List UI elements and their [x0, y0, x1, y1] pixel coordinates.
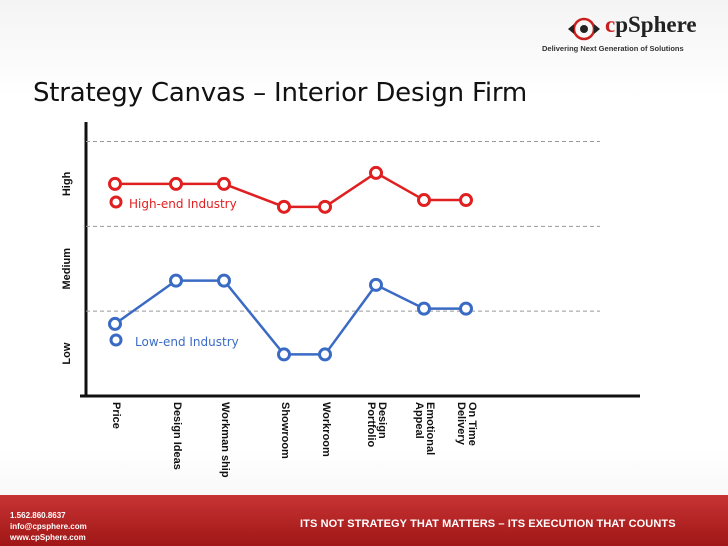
data-point [277, 199, 291, 214]
x-tick-line: Appeal [413, 402, 425, 439]
footer-band [0, 495, 728, 546]
data-point [459, 301, 473, 316]
contact-info: 1.562.860.8637 info@cpsphere.com www.cpS… [10, 510, 87, 543]
y-level-label: Medium [61, 248, 73, 290]
data-point [369, 165, 383, 180]
footer-slogan: ITS NOT STRATEGY THAT MATTERS – ITS EXEC… [300, 518, 676, 530]
data-point [318, 347, 332, 362]
data-point [459, 193, 473, 208]
x-tick-label: On TimeDelivery [455, 402, 478, 446]
x-tick-label: Price [110, 402, 122, 429]
x-tick-label: Workman ship [219, 402, 231, 478]
x-tick-label: DesignPortfolio [365, 402, 388, 447]
logo-tagline: Delivering Next Generation of Solutions [542, 44, 684, 53]
data-point [108, 176, 122, 191]
slide-title: Strategy Canvas – Interior Design Firm [33, 78, 528, 108]
x-tick-text: Showroom [279, 402, 291, 459]
x-tick-line: Workroom [320, 402, 332, 457]
legend-label: High-end Industry [129, 197, 237, 211]
data-point [369, 277, 383, 292]
x-tick-line: On Time [466, 402, 478, 446]
contact-website[interactable]: www.cpSphere.com [10, 533, 86, 542]
contact-email[interactable]: info@cpsphere.com [10, 522, 87, 531]
x-tick-line: Emotional [424, 402, 436, 455]
data-point [108, 316, 122, 331]
x-tick-line: Showroom [279, 402, 291, 459]
x-tick-label: Design Ideas [171, 402, 183, 470]
x-tick-text: EmotionalAppeal [413, 402, 436, 455]
logo-icon [568, 17, 600, 41]
legend-marker [109, 195, 123, 209]
x-tick-label: Showroom [279, 402, 291, 459]
logo: cpSphere [565, 8, 725, 58]
x-tick-line: Price [110, 402, 122, 429]
data-point [417, 301, 431, 316]
x-tick-line: Portfolio [365, 402, 377, 447]
legend-label: Low-end Industry [135, 335, 239, 349]
logo-wordmark: cpSphere [605, 12, 697, 37]
series-line [115, 171, 466, 209]
x-tick-text: DesignPortfolio [365, 402, 388, 447]
data-point [169, 176, 183, 191]
data-point [217, 176, 231, 191]
data-point [417, 193, 431, 208]
x-tick-label: EmotionalAppeal [413, 402, 436, 455]
data-point [318, 199, 332, 214]
data-point [169, 273, 183, 288]
x-tick-text: Workroom [320, 402, 332, 457]
x-tick-line: Delivery [455, 402, 467, 446]
x-tick-line: Workman ship [219, 402, 231, 478]
y-level-label: Low [61, 342, 73, 364]
legend-marker [109, 333, 123, 347]
x-tick-text: Design Ideas [171, 402, 183, 470]
contact-phone: 1.562.860.8637 [10, 511, 66, 520]
x-tick-text: Workman ship [219, 402, 231, 478]
x-tick-label: Workroom [320, 402, 332, 457]
x-tick-text: On TimeDelivery [455, 402, 478, 446]
x-tick-line: Design [376, 402, 388, 439]
y-level-label: High [61, 171, 73, 196]
series-line [114, 279, 466, 356]
data-point [217, 273, 231, 288]
data-point [277, 347, 291, 362]
x-tick-text: Price [110, 402, 122, 429]
x-tick-line: Design Ideas [171, 402, 183, 470]
